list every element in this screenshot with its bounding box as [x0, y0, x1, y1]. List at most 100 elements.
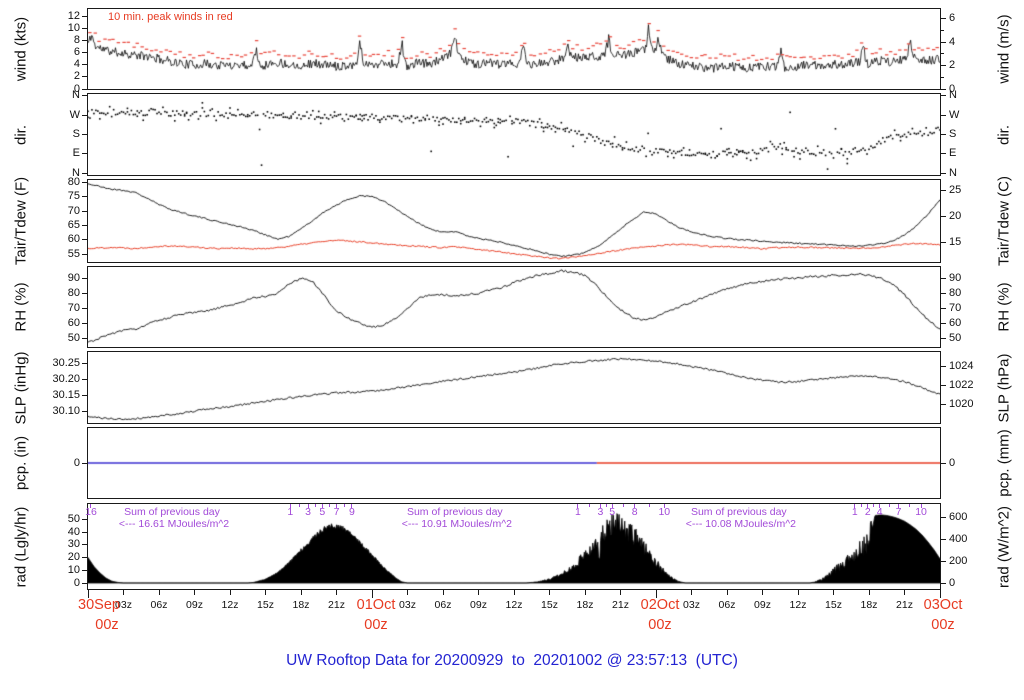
- y-tick-right-wind: [941, 65, 946, 67]
- rad-marker-tick: [611, 504, 613, 508]
- x-tick-label: 03z: [683, 599, 700, 611]
- panel-wind-speed: [87, 8, 941, 90]
- y-tick-left-temp: [82, 210, 87, 212]
- y-tick-label-left-wind: 2: [73, 70, 80, 83]
- y-tick-label-left-dir: W: [69, 108, 80, 121]
- x-tick-label: 21z: [328, 599, 345, 611]
- x-tick-label: 06z: [434, 599, 452, 611]
- y-tick-label-left-rad: 40: [67, 525, 80, 538]
- y-tick-left-temp: [82, 196, 87, 198]
- x-tick: [513, 590, 515, 595]
- rad-marker-tick: [351, 504, 353, 508]
- x-tick: [904, 590, 905, 595]
- axis-title-left-temp: Tair/Tdew (F): [12, 176, 30, 266]
- rad-marker-minor-tick: [328, 504, 330, 507]
- rad-marker-minor-tick: [873, 504, 875, 507]
- y-tick-label-right-slp: 1022: [949, 378, 974, 391]
- panel-sea-level-pressure: [87, 351, 941, 424]
- y-tick-right-rh: [941, 337, 946, 339]
- rad-sum-label-line1: Sum of previous day: [406, 506, 503, 518]
- y-tick-left-slp: [82, 362, 87, 364]
- rad-marker-minor-tick: [298, 504, 300, 507]
- rad-marker-minor-tick: [888, 504, 890, 507]
- y-tick-label-left-slp: 30.25: [52, 356, 80, 369]
- x-tick: [691, 590, 692, 595]
- axis-title-right-rh: RH (%): [995, 282, 1013, 332]
- axis-title-left-rh: RH (%): [12, 282, 30, 332]
- y-tick-left-pcp: [82, 462, 87, 464]
- y-tick-right-wind: [941, 53, 944, 55]
- y-tick-label-left-slp: 30.20: [52, 372, 80, 385]
- rad-cumulative-marker: 1: [574, 506, 581, 518]
- y-tick-right-wind: [941, 88, 946, 90]
- rad-marker-tick: [867, 504, 869, 508]
- y-tick-label-right-rh: 50: [949, 331, 962, 344]
- x-tick: [300, 590, 302, 595]
- rad-marker-tick: [634, 504, 636, 508]
- y-tick-label-right-rad: 600: [949, 510, 968, 523]
- rad-cumulative-marker: 7: [333, 506, 340, 518]
- y-tick-label-left-rad: 50: [67, 512, 80, 525]
- y-tick-label-right-pcp: 0: [949, 456, 956, 469]
- x-tick: [442, 590, 444, 595]
- y-tick-label-right-dir: N: [949, 89, 957, 102]
- axis-title-left-rad: rad (Lgly/hr): [12, 506, 30, 587]
- y-tick-label-left-dir: E: [72, 147, 80, 160]
- rad-cumulative-marker: 1: [287, 506, 294, 518]
- axis-title-left-wind: wind (kts): [12, 16, 30, 82]
- x-tick-label: 18z: [576, 599, 594, 611]
- y-tick-label-right-wind: 0: [949, 82, 956, 95]
- x-tick-label: 09z: [470, 599, 487, 611]
- y-tick-right-rad: [941, 560, 946, 562]
- rad-marker-minor-tick: [909, 504, 911, 507]
- x-tick: [868, 590, 870, 595]
- x-tick: [123, 590, 124, 595]
- x-date-hour-label: 00z: [931, 617, 955, 633]
- x-date-hour-label: 00z: [648, 617, 672, 633]
- y-tick-label-left-temp: 65: [67, 218, 80, 231]
- y-tick-label-right-slp: 1024: [949, 359, 974, 372]
- panel-canvas-pcp: [88, 428, 940, 498]
- y-tick-label-left-pcp: 0: [73, 456, 80, 469]
- y-tick-right-slp: [941, 365, 946, 367]
- y-tick-left-wind: [82, 28, 87, 30]
- rad-marker-tick: [599, 504, 601, 508]
- y-tick-label-left-wind: 6: [73, 46, 80, 59]
- y-tick-left-dir: [82, 114, 87, 116]
- x-tick-label: 18z: [292, 599, 310, 611]
- rad-marker-tick: [577, 504, 579, 508]
- y-tick-right-slp: [941, 384, 946, 386]
- panel-canvas-temp: [88, 180, 940, 262]
- rad-cumulative-marker: 7: [895, 506, 902, 518]
- y-tick-label-right-slp: 1020: [949, 397, 974, 410]
- y-tick-left-rad: [82, 569, 87, 571]
- rad-cumulative-marker: 5: [609, 506, 616, 518]
- rad-marker-tick: [920, 504, 922, 508]
- x-tick: [336, 590, 337, 595]
- x-tick: [229, 590, 231, 595]
- peak-winds-note: 10 min. peak winds in red: [108, 11, 233, 23]
- x-date-hour-label: 00z: [364, 617, 388, 633]
- x-tick: [265, 590, 266, 595]
- x-tick: [939, 590, 941, 598]
- x-tick-label: 03z: [399, 599, 416, 611]
- y-tick-right-wind: [941, 76, 944, 78]
- y-tick-label-left-temp: 55: [67, 247, 80, 260]
- rad-cumulative-marker: 3: [305, 506, 312, 518]
- x-tick: [620, 590, 621, 595]
- y-tick-label-left-rh: 80: [67, 286, 80, 299]
- y-tick-label-left-wind: 12: [67, 10, 80, 23]
- rad-marker-tick: [90, 504, 92, 508]
- rad-sum-label-line2: <--- 10.08 MJoules/m^2: [685, 518, 796, 530]
- y-tick-right-rh: [941, 307, 946, 309]
- y-tick-right-dir: [941, 153, 946, 155]
- y-tick-label-left-rh: 90: [67, 271, 80, 284]
- panel-canvas-slp: [88, 352, 940, 423]
- y-tick-right-temp: [941, 190, 946, 192]
- rad-cumulative-marker: 5: [319, 506, 326, 518]
- y-tick-left-dir: [82, 134, 87, 135]
- x-tick-label: 18z: [860, 599, 878, 611]
- axis-title-left-dir: dir.: [12, 124, 30, 145]
- y-tick-left-rad: [82, 557, 87, 559]
